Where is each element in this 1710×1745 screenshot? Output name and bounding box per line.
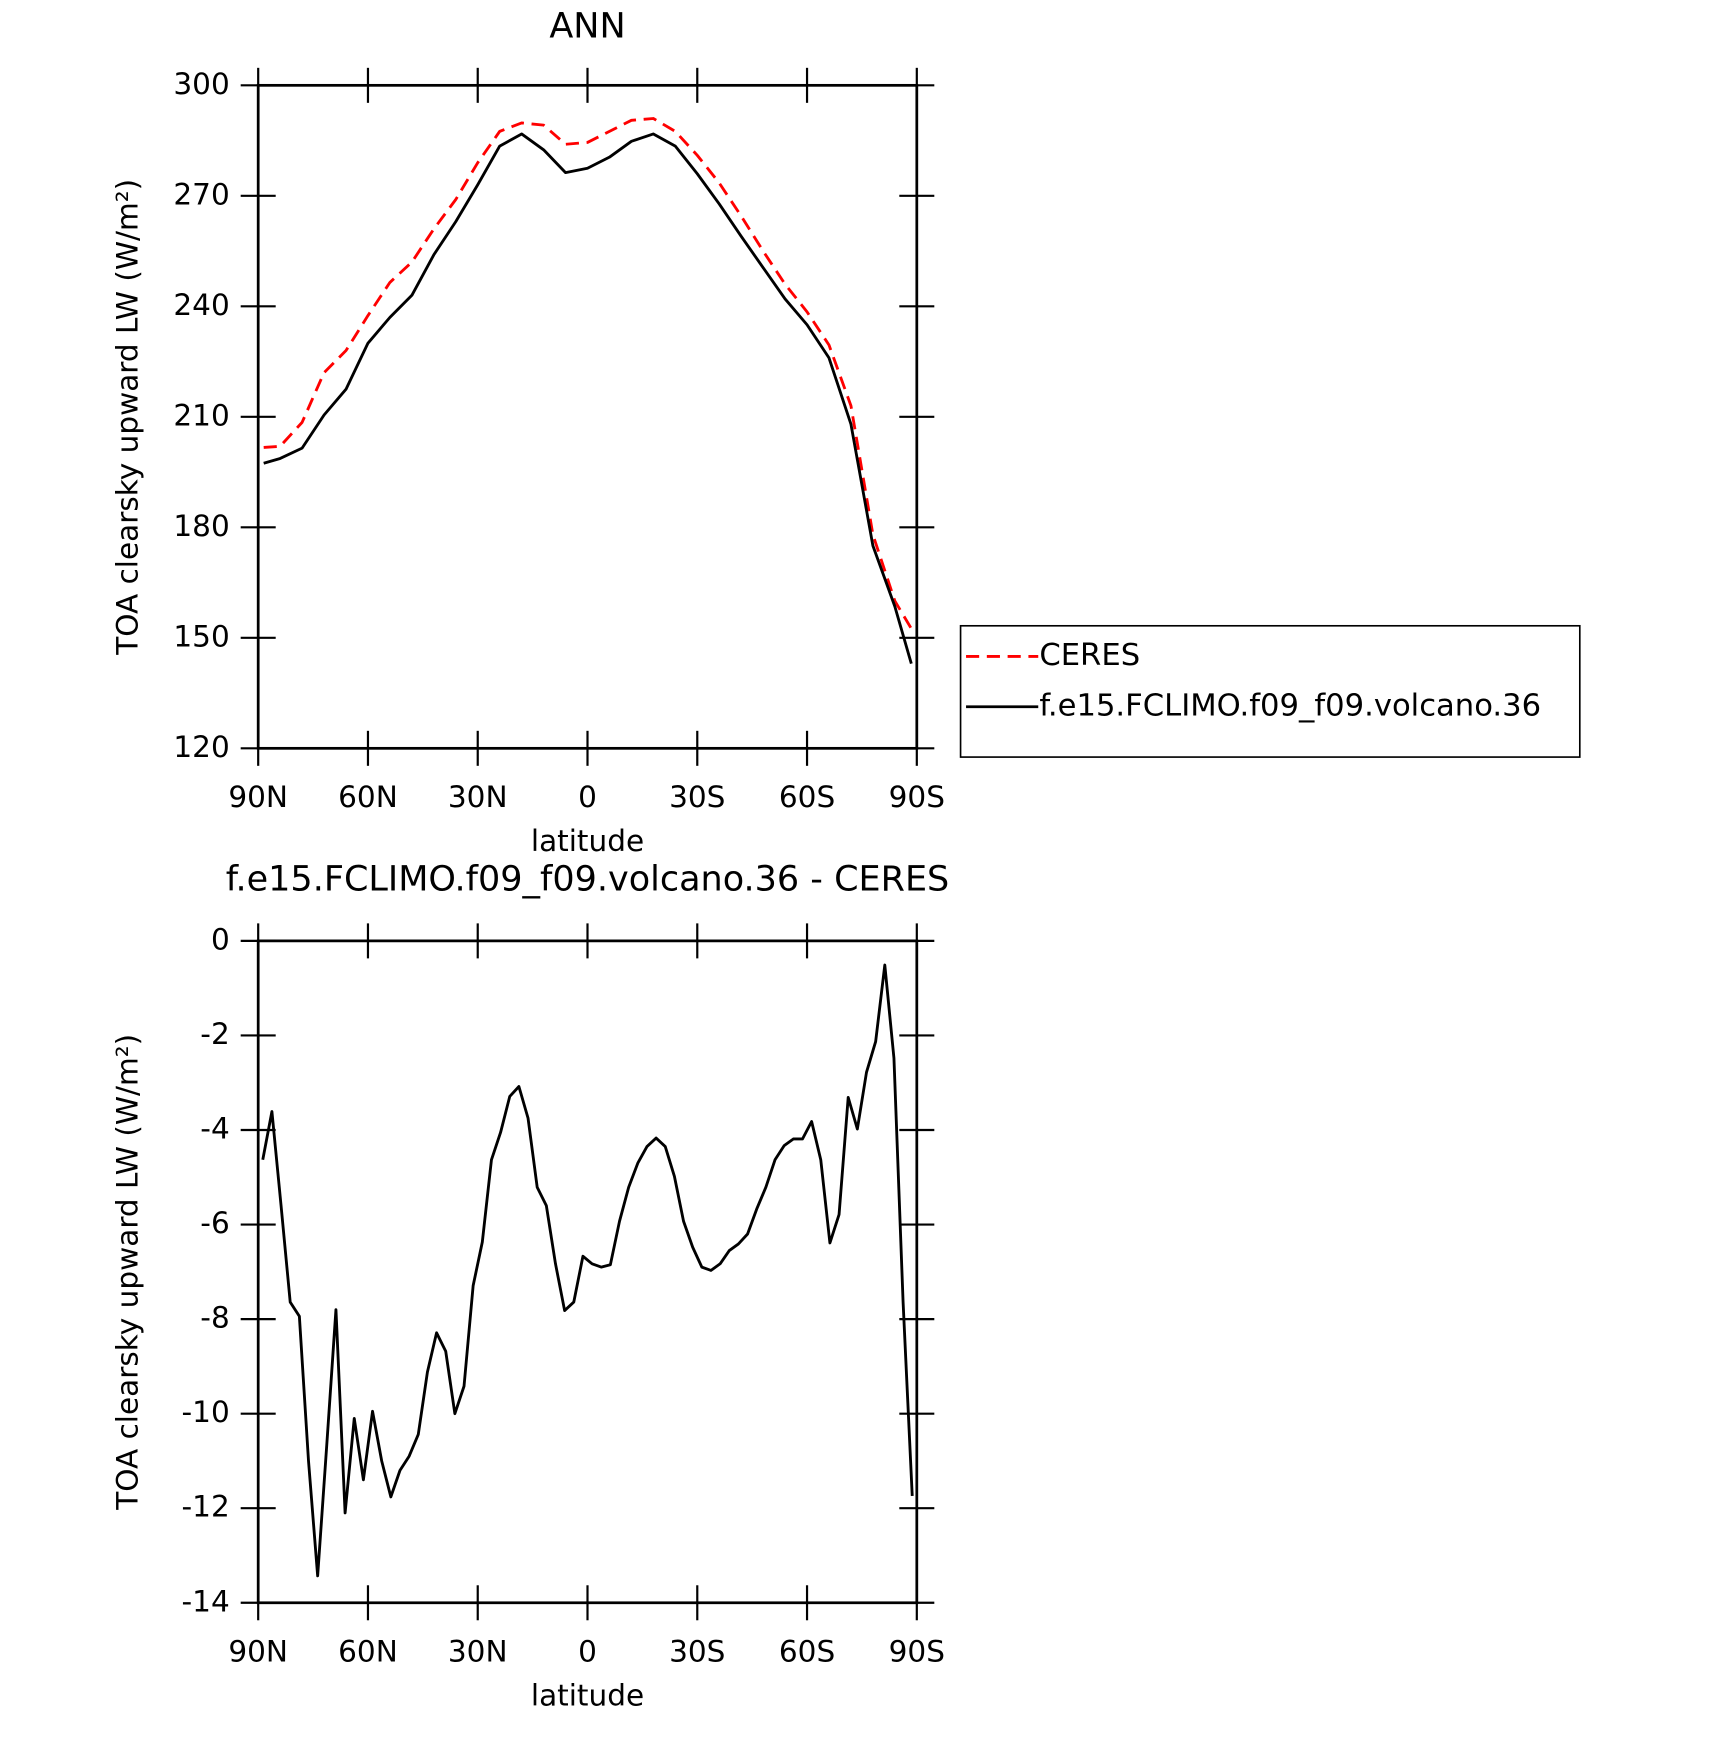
legend-label: f.e15.FCLIMO.f09_f09.volcano.36: [1039, 688, 1541, 723]
x-tick-label: 30S: [669, 1635, 725, 1669]
x-tick-label: 30S: [669, 780, 725, 814]
chart-title: ANN: [549, 6, 625, 46]
x-tick-label: 90N: [228, 1635, 288, 1669]
x-axis-title: latitude: [531, 1678, 644, 1712]
x-tick-label: 60S: [779, 780, 835, 814]
y-tick-label: 210: [173, 398, 229, 432]
y-tick-label: -6: [200, 1206, 229, 1240]
x-tick-label: 0: [578, 780, 597, 814]
data-line: [261, 963, 914, 1578]
y-tick-label: 150: [173, 619, 229, 653]
y-tick-label: -2: [200, 1017, 229, 1051]
x-tick-label: 60N: [338, 780, 398, 814]
y-tick-label: 180: [173, 509, 229, 543]
y-tick-label: -8: [200, 1301, 229, 1335]
x-tick-label: 60N: [338, 1635, 398, 1669]
x-tick-label: 60S: [779, 1635, 835, 1669]
x-tick-label: 90S: [889, 1635, 945, 1669]
y-tick-label: 0: [211, 922, 230, 956]
x-tick-label: 90S: [889, 780, 945, 814]
y-axis-title: TOA clearsky upward LW (W/m²): [111, 1034, 145, 1511]
y-tick-label: -14: [182, 1584, 230, 1618]
plot-frame: [256, 939, 919, 1605]
y-tick-label: 270: [173, 177, 229, 211]
y-tick-label: 240: [173, 288, 229, 322]
x-tick-label: 0: [578, 1635, 597, 1669]
series-line: [263, 117, 913, 630]
y-tick-label: -10: [182, 1395, 230, 1429]
legend-label: CERES: [1039, 638, 1140, 673]
series-line: [263, 132, 913, 665]
chart-title: f.e15.FCLIMO.f09_f09.volcano.36 - CERES: [226, 860, 950, 900]
x-tick-label: 30N: [448, 780, 508, 814]
y-tick-label: -4: [200, 1111, 229, 1145]
x-tick-label: 30N: [448, 1635, 508, 1669]
x-tick-label: 90N: [228, 780, 288, 814]
legend-box: [959, 624, 1581, 758]
y-axis-title: TOA clearsky upward LW (W/m²): [111, 179, 145, 656]
y-tick-label: 120: [173, 730, 229, 764]
y-tick-label: 300: [173, 67, 229, 101]
x-axis-title: latitude: [531, 824, 644, 858]
plot-frame: [256, 83, 919, 750]
y-tick-label: -12: [182, 1490, 230, 1524]
legend: CERES f.e15.FCLIMO.f09_f09.volcano.36: [959, 624, 1581, 758]
